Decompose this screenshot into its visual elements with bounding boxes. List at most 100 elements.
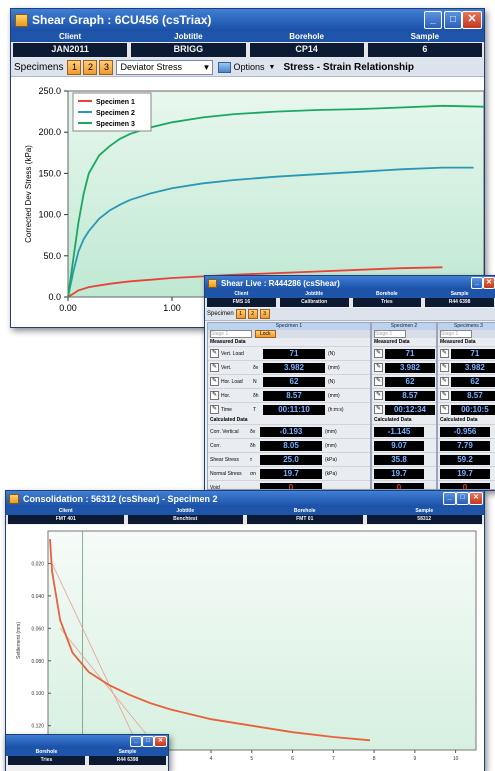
- options-button[interactable]: Options ▼: [218, 61, 275, 73]
- header-sample: Sample: [450, 291, 469, 297]
- close-button[interactable]: ✕: [483, 277, 495, 289]
- section-heading: Calculated Data: [374, 417, 412, 423]
- data-row: 7.79: [438, 438, 495, 452]
- close-button[interactable]: ✕: [462, 11, 482, 29]
- pencil-icon[interactable]: ✎: [440, 405, 449, 414]
- row-unit: (mm): [328, 364, 340, 371]
- consolidation-window: Consolidation : 56312 (csShear) - Specim…: [5, 490, 485, 771]
- y-tick-label: 0.040: [31, 594, 44, 600]
- row-value: 3.982: [263, 362, 325, 373]
- specimen-2-button[interactable]: 2: [83, 59, 98, 75]
- row-value: 8.57: [263, 390, 325, 401]
- consolidation-titlebar[interactable]: Consolidation : 56312 (csShear) - Specim…: [6, 491, 484, 507]
- minimize-button[interactable]: _: [130, 736, 142, 747]
- row-value: 25.0: [260, 454, 322, 465]
- mini-titlebar[interactable]: _ □ ✕: [6, 735, 168, 748]
- data-row: ✎ Hor. Load N 62 (N): [208, 374, 370, 388]
- row-unit: (h:m:s): [328, 406, 344, 413]
- legend-entry: Specimen 1: [96, 99, 135, 106]
- options-label: Options: [233, 62, 265, 72]
- x-tick-label: 9: [413, 756, 416, 762]
- chevron-down-icon: ▼: [202, 62, 211, 72]
- pencil-icon[interactable]: ✎: [440, 391, 449, 400]
- data-row: 19.7: [438, 466, 495, 480]
- lock-button[interactable]: Lock: [255, 330, 276, 338]
- header-client: Client: [59, 32, 82, 41]
- row-label: Void: [210, 484, 220, 490]
- x-tick-label: 0.00: [59, 303, 77, 313]
- row-value: 8.57: [385, 390, 435, 401]
- y-tick-label: 50.0: [43, 251, 61, 261]
- minimize-button[interactable]: _: [471, 277, 483, 289]
- pencil-icon[interactable]: ✎: [374, 349, 383, 358]
- y-tick-label: 0.120: [31, 724, 44, 730]
- row-value: 0: [374, 482, 424, 489]
- row-value: 71: [450, 348, 495, 359]
- section-heading: Measured Data: [374, 339, 410, 345]
- row-value: 59.2: [440, 454, 490, 465]
- specimen-1-button[interactable]: 1: [67, 59, 82, 75]
- pencil-icon[interactable]: ✎: [374, 377, 383, 386]
- stage-selector[interactable]: Stage 1: [374, 330, 406, 338]
- close-button[interactable]: ✕: [469, 492, 483, 505]
- data-row: ✎ Vert. δv 3.982 (mm): [208, 360, 370, 374]
- header-client: Client: [58, 508, 73, 514]
- minimize-button[interactable]: _: [443, 492, 456, 505]
- row-symbol: δh: [250, 442, 256, 449]
- header-sample: Sample: [415, 508, 434, 514]
- row-value: 0: [260, 482, 322, 489]
- pencil-icon[interactable]: ✎: [210, 377, 219, 386]
- pencil-icon[interactable]: ✎: [440, 377, 449, 386]
- row-symbol: δv: [250, 428, 256, 435]
- specimen-2-button[interactable]: 2: [247, 309, 258, 319]
- shear-live-titlebar[interactable]: Shear Live : R444286 (csShear) _ ✕: [205, 276, 495, 290]
- row-symbol: δh: [253, 392, 259, 399]
- info-header: Client Jobtitle Borehole Sample: [205, 290, 495, 298]
- pencil-icon[interactable]: ✎: [210, 391, 219, 400]
- row-value: 0: [440, 482, 490, 489]
- data-row: Shear Stress τ 25.0 (kPa): [208, 452, 370, 466]
- data-row: 0: [372, 480, 436, 489]
- data-row: Void 0: [208, 480, 370, 490]
- specimen-3-button[interactable]: 3: [259, 309, 270, 319]
- specimen-1-button[interactable]: 1: [235, 309, 246, 319]
- pencil-icon[interactable]: ✎: [374, 363, 383, 372]
- stage-selector[interactable]: Stage 1: [440, 330, 472, 338]
- pencil-icon[interactable]: ✎: [374, 391, 383, 400]
- close-button[interactable]: ✕: [154, 736, 167, 747]
- value-jobtitle: Calibration: [279, 298, 349, 307]
- section-heading: Calculated Data: [210, 417, 248, 423]
- row-unit: (mm): [325, 428, 337, 435]
- mini-window: _ □ ✕ Borehole Sample Tries R44 6398: [5, 734, 169, 771]
- value-sample: 58312: [366, 515, 482, 524]
- info-header: Client Jobtitle Borehole Sample: [11, 31, 484, 42]
- stage-bar: Stage 1 Lock: [208, 330, 370, 338]
- pencil-icon[interactable]: ✎: [440, 349, 449, 358]
- maximize-button[interactable]: □: [456, 492, 469, 505]
- data-row: 19.7: [372, 466, 436, 480]
- maximize-button[interactable]: □: [142, 736, 154, 747]
- maximize-button[interactable]: □: [444, 11, 462, 29]
- row-value: 00:12:34: [385, 404, 435, 415]
- row-value: -1.145: [374, 426, 424, 437]
- row-value: 7.79: [440, 440, 490, 451]
- stage-selector[interactable]: Stage 1: [210, 330, 252, 338]
- shear-graph-titlebar[interactable]: Shear Graph : 6CU456 (csTriax) _ □ ✕: [11, 9, 484, 31]
- pencil-icon[interactable]: ✎: [210, 363, 219, 372]
- row-value: 00:10:5: [450, 404, 495, 415]
- y-tick-label: 200.0: [38, 127, 61, 137]
- plot-type-dropdown[interactable]: Deviator Stress ▼: [116, 59, 214, 75]
- data-row: ✎ 62: [438, 374, 495, 388]
- value-client: FMS 16: [207, 298, 276, 307]
- row-value: 71: [385, 348, 435, 359]
- pencil-icon[interactable]: ✎: [210, 405, 219, 414]
- pencil-icon[interactable]: ✎: [210, 349, 219, 358]
- specimen-3-button[interactable]: 3: [99, 59, 114, 75]
- pencil-icon[interactable]: ✎: [374, 405, 383, 414]
- data-row: Corr. Vertical δv -0.193 (mm): [208, 424, 370, 438]
- minimize-button[interactable]: _: [424, 11, 442, 29]
- window-title: Consolidation : 56312 (csShear) - Specim…: [23, 494, 218, 504]
- section-heading: Measured Data: [210, 339, 246, 345]
- info-header: Client Jobtitle Borehole Sample: [6, 507, 484, 515]
- pencil-icon[interactable]: ✎: [440, 363, 449, 372]
